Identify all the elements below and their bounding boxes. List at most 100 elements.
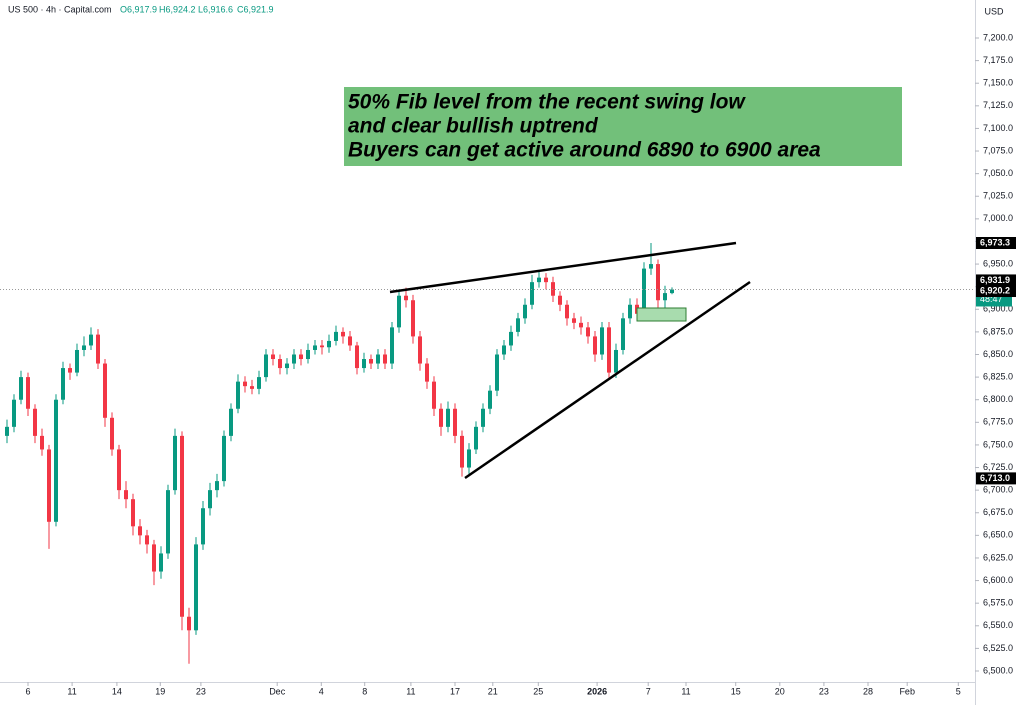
price-badge	[976, 237, 1016, 250]
candle-body	[537, 277, 541, 283]
candle-body	[348, 336, 352, 346]
candle-body	[54, 399, 58, 522]
price-badge	[976, 285, 1016, 298]
y-tick-label: 6,625.0	[983, 552, 1013, 562]
candle-body	[250, 386, 254, 389]
candle-body	[152, 544, 156, 572]
candle-body	[117, 449, 121, 491]
y-tick-label: 6,675.0	[983, 507, 1013, 517]
candle-body	[663, 293, 667, 301]
y-tick-label: 7,050.0	[983, 168, 1013, 178]
support-zone	[636, 307, 687, 322]
y-tick-label: 6,850.0	[983, 349, 1013, 359]
candle-body	[124, 490, 128, 500]
candle-body	[369, 359, 373, 364]
y-tick-label: 6,600.0	[983, 575, 1013, 585]
candle-body	[670, 289, 674, 294]
plot	[0, 243, 975, 664]
candle-body	[33, 408, 37, 436]
annotation: 50% Fib level from the recent swing lowa…	[344, 87, 902, 166]
price-axis: 6,500.0 6,525.0 6,550.0 6,575.0 6,600.0 6,625…	[975, 32, 1016, 675]
candle-body	[278, 359, 282, 369]
candle-body	[47, 449, 51, 522]
x-tick-label: 8	[362, 686, 367, 696]
candle-body	[600, 327, 604, 355]
candle-body	[145, 535, 149, 545]
price-badge	[976, 472, 1016, 485]
x-tick-label: 11	[681, 686, 690, 696]
price-label: 6,931.9	[980, 275, 1010, 285]
x-tick-label: Dec	[269, 686, 286, 696]
candle-body	[488, 390, 492, 409]
candle-body	[397, 295, 401, 328]
candle-body	[383, 354, 387, 364]
ohlc-legend: O6,917.9	[120, 4, 157, 14]
x-tick-label: 5	[956, 686, 961, 696]
y-tick-label: 6,775.0	[983, 417, 1013, 427]
candle-body	[572, 318, 576, 323]
candle-body	[103, 363, 107, 418]
candle-body	[607, 327, 611, 373]
candle-body	[96, 334, 100, 364]
candle-body	[341, 331, 345, 337]
candle-body	[292, 354, 296, 364]
candle-body	[404, 295, 408, 301]
candle-body	[222, 435, 226, 482]
candle-body	[418, 336, 422, 364]
candle-body	[334, 331, 338, 341]
y-tick-label: 6,550.0	[983, 620, 1013, 630]
candle-body	[138, 526, 142, 536]
candle-body	[306, 349, 310, 360]
candle-body	[565, 304, 569, 319]
candle-body	[75, 349, 79, 373]
price-label: 6,973.3	[980, 237, 1010, 247]
y-tick-label: 6,825.0	[983, 371, 1013, 381]
x-tick-label: 14	[112, 686, 122, 696]
candle-body	[649, 264, 653, 269]
candle-body	[61, 368, 65, 400]
y-tick-label: 6,800.0	[983, 394, 1013, 404]
annotation-text: Buyers can get active around 6890 to 690…	[348, 139, 821, 162]
candle-body	[201, 508, 205, 545]
y-tick-label: 7,200.0	[983, 32, 1013, 42]
countdown: 48:47	[980, 294, 1003, 304]
y-tick-label: 6,750.0	[983, 439, 1013, 449]
candle-body	[89, 334, 93, 346]
candle-body	[194, 544, 198, 631]
candle-body	[495, 354, 499, 391]
candle-body	[460, 435, 464, 468]
x-tick-label: 7	[646, 686, 651, 696]
x-tick-label: 15	[731, 686, 741, 696]
candle-body	[264, 354, 268, 378]
x-tick-label: 23	[196, 686, 206, 696]
y-tick-label: 7,175.0	[983, 55, 1013, 65]
candle-body	[166, 490, 170, 554]
candle-body	[376, 354, 380, 364]
annotation-text: and clear bullish uptrend	[348, 115, 599, 138]
candle-body	[390, 327, 394, 364]
price-label: 6,713.0	[980, 473, 1010, 483]
candle-body	[299, 354, 303, 360]
candle-body	[110, 417, 114, 450]
candle-body	[425, 363, 429, 382]
candle-body	[229, 408, 233, 436]
candle-body	[474, 426, 478, 450]
candle-body	[40, 435, 44, 450]
candle-body	[467, 449, 471, 468]
y-tick-label: 7,025.0	[983, 191, 1013, 201]
candle-body	[453, 408, 457, 436]
y-tick-label: 6,575.0	[983, 598, 1013, 608]
candle-body	[502, 345, 506, 355]
candle-body	[656, 264, 660, 301]
candle-body	[285, 363, 289, 369]
y-tick-label: 7,075.0	[983, 145, 1013, 155]
candle-body	[215, 481, 219, 491]
candle-body	[593, 336, 597, 355]
candle-body	[558, 295, 562, 305]
candle-body	[236, 381, 240, 409]
candle-body	[481, 408, 485, 427]
annotation-text: 50% Fib level from the recent swing low	[348, 91, 746, 114]
candle-body	[439, 408, 443, 427]
candle-body	[180, 435, 184, 617]
candle-body	[159, 553, 163, 572]
